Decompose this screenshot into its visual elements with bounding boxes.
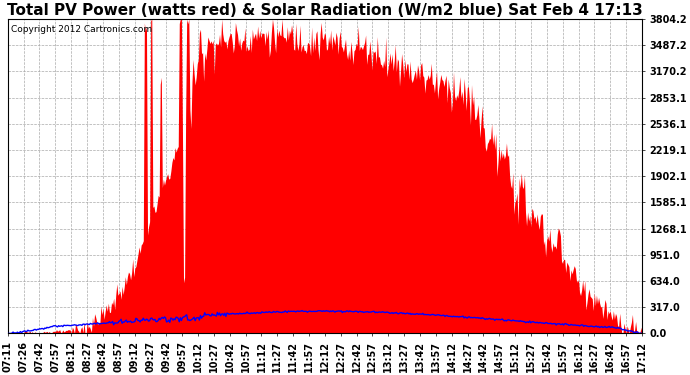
Title: Total PV Power (watts red) & Solar Radiation (W/m2 blue) Sat Feb 4 17:13: Total PV Power (watts red) & Solar Radia… xyxy=(7,3,643,18)
Text: Copyright 2012 Cartronics.com: Copyright 2012 Cartronics.com xyxy=(11,25,152,34)
